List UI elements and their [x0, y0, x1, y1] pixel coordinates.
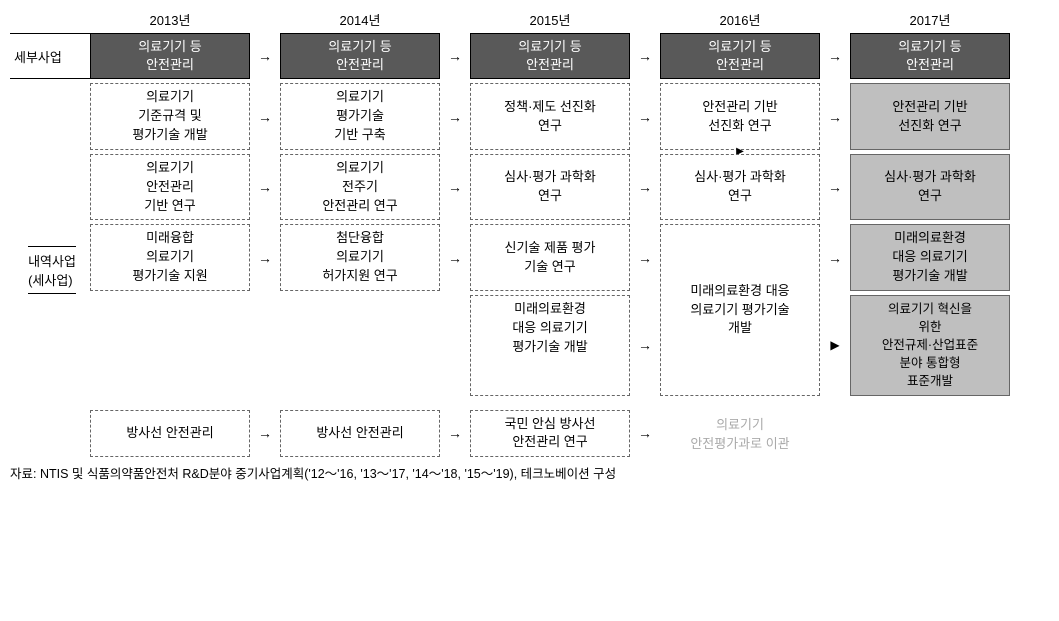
- r1-2015: 정책·제도 선진화연구: [470, 83, 630, 150]
- arrow: →: [250, 83, 280, 150]
- diagram-grid: 2013년 2014년 2015년 2016년 2017년 세부사업 의료기기 …: [10, 10, 1059, 457]
- year-2015: 2015년: [470, 10, 630, 33]
- r1-2017: 안전관리 기반선진화 연구: [850, 83, 1010, 150]
- arrow: →: [820, 83, 850, 150]
- r2-2014: 의료기기전주기안전관리 연구: [280, 154, 440, 221]
- label-detail: 세부사업: [10, 33, 90, 79]
- tri-icon: ▶: [820, 295, 850, 396]
- arrow: →: [250, 224, 280, 291]
- arrow: →: [250, 33, 280, 79]
- r3-2014: 첨단융합의료기기허가지원 연구: [280, 224, 440, 291]
- r1-2016: 안전관리 기반선진화 연구: [660, 83, 820, 150]
- year-2016: 2016년: [660, 10, 820, 33]
- arrow: →: [630, 83, 660, 150]
- r4-2017: 의료기기 혁신을 위한 안전규제·산업표준 분야 통합형 표준개발: [850, 295, 1010, 396]
- r1-2013: 의료기기기준규격 및평가기술 개발: [90, 83, 250, 150]
- arrow: →: [820, 154, 850, 221]
- header-2013: 의료기기 등안전관리: [90, 33, 250, 79]
- r2-2015: 심사·평가 과학화연구: [470, 154, 630, 221]
- arrow: →: [630, 224, 660, 291]
- r34-2016-merged: 미래의료환경 대응 의료기기 평가기술 개발: [660, 224, 820, 395]
- header-2017: 의료기기 등안전관리: [850, 33, 1010, 79]
- year-2013: 2013년: [90, 10, 250, 33]
- arrow: →: [440, 154, 470, 221]
- arrow: →: [250, 154, 280, 221]
- r3-2015: 신기술 제품 평가기술 연구: [470, 224, 630, 291]
- header-2014: 의료기기 등안전관리: [280, 33, 440, 79]
- arrow: →: [440, 33, 470, 79]
- label-itemized: 내역사업 (세사업): [10, 83, 90, 457]
- r5-2014: 방사선 안전관리: [280, 410, 440, 458]
- r4-2015: 미래의료환경대응 의료기기평가기술 개발: [470, 295, 630, 396]
- arrow: →: [250, 410, 280, 458]
- year-2017: 2017년: [850, 10, 1010, 33]
- arrow: →: [440, 224, 470, 291]
- arrow: →: [440, 83, 470, 150]
- year-2014: 2014년: [280, 10, 440, 33]
- arrow: →: [630, 33, 660, 79]
- arrow: →: [630, 295, 660, 396]
- header-2015: 의료기기 등안전관리: [470, 33, 630, 79]
- r3-2017: 미래의료환경대응 의료기기평가기술 개발: [850, 224, 1010, 291]
- arrow: →: [440, 410, 470, 458]
- arrow: →: [820, 224, 850, 291]
- r2-2013: 의료기기안전관리기반 연구: [90, 154, 250, 221]
- r5-2015: 국민 안심 방사선안전관리 연구: [470, 410, 630, 458]
- r5-2016-note: 의료기기안전평가과로 이관: [660, 410, 820, 458]
- r3-2013: 미래융합의료기기평가기술 지원: [90, 224, 250, 291]
- source-note: 자료: NTIS 및 식품의약품안전처 R&D분야 중기사업계획('12～'16…: [10, 463, 1059, 482]
- r2-2017: 심사·평가 과학화연구: [850, 154, 1010, 221]
- r2-2016: 심사·평가 과학화연구: [660, 154, 820, 221]
- arrow: →: [630, 410, 660, 458]
- arrow: →: [820, 33, 850, 79]
- r5-2013: 방사선 안전관리: [90, 410, 250, 458]
- arrow: →: [630, 154, 660, 221]
- header-2016: 의료기기 등안전관리: [660, 33, 820, 79]
- r1-2014: 의료기기평가기술기반 구축: [280, 83, 440, 150]
